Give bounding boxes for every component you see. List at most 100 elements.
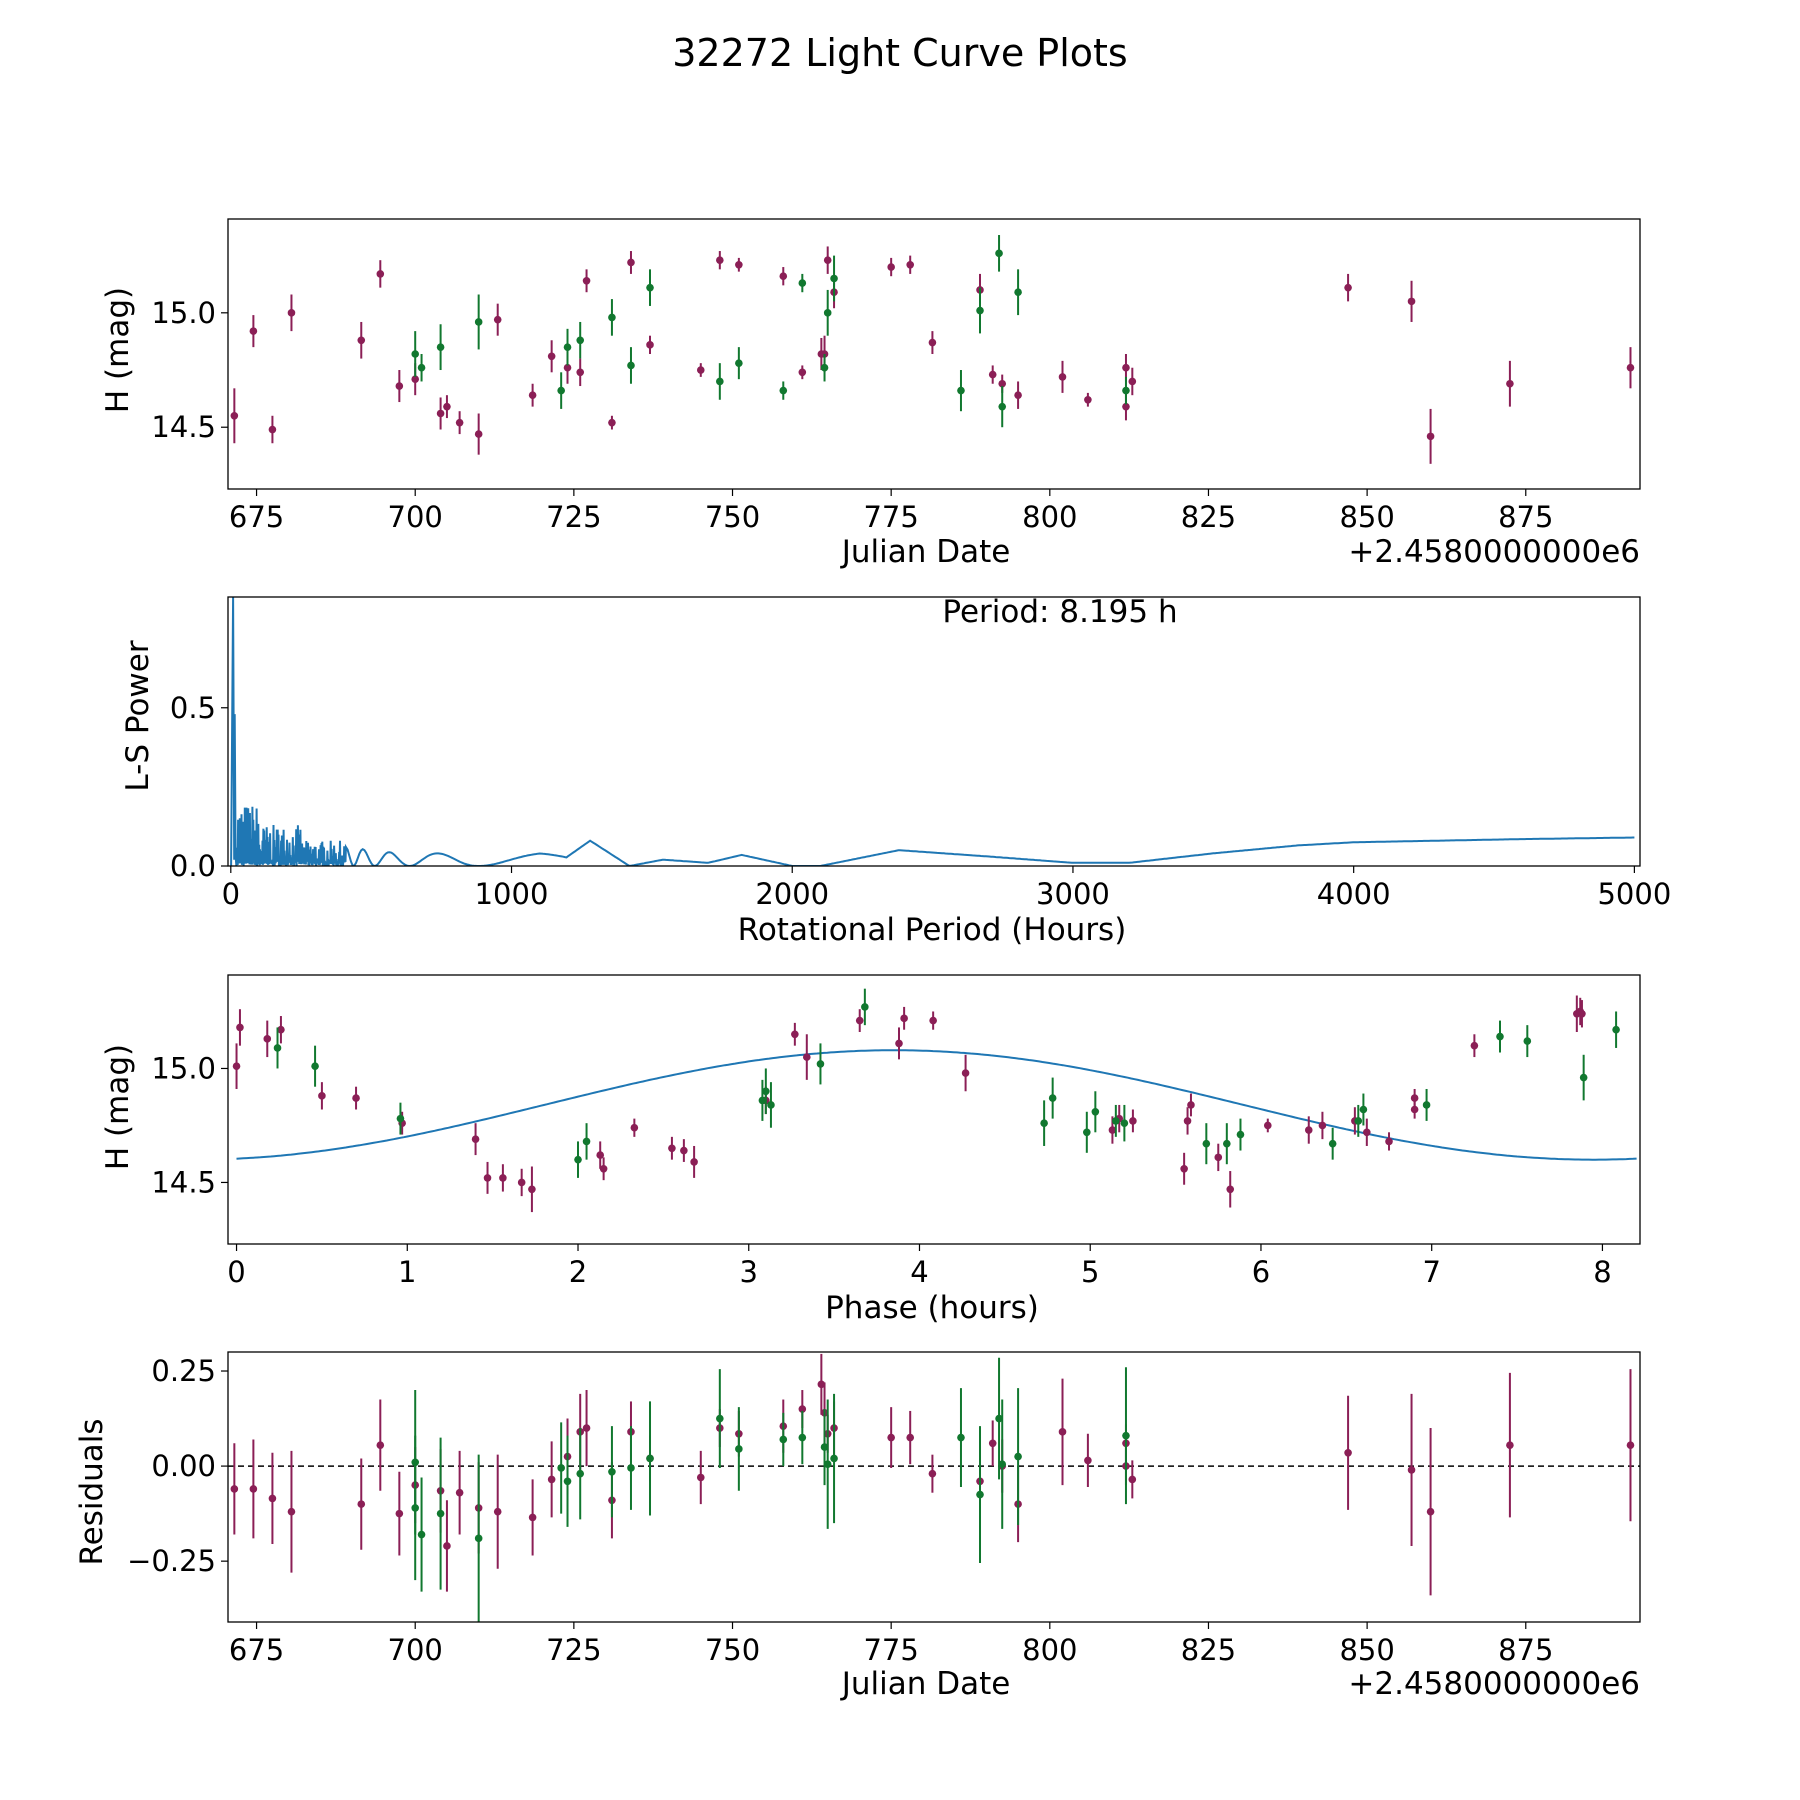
phased-points (232, 988, 1620, 1213)
phased-data-point (1048, 1094, 1057, 1102)
residuals-data-point (436, 1509, 445, 1518)
lightcurve-xtick-label: 725 (546, 500, 601, 534)
periodogram-xtick-label: 5000 (1597, 877, 1671, 911)
phased-xtick-label: 2 (569, 1255, 587, 1289)
phased-data-point (1091, 1107, 1100, 1116)
phased-data-point (803, 1053, 811, 1061)
lightcurve-data-point (411, 350, 420, 358)
phased-data-point (277, 1025, 285, 1034)
lightcurve-plot: 675 700 725 750 775 800 825 850 875 14.5 15.0 (151, 218, 1641, 534)
periodogram-ytick-label: 0.5 (170, 691, 216, 725)
lightcurve-data-point (1014, 288, 1022, 297)
lightcurve-data-point (779, 272, 788, 281)
residuals-data-point (1014, 1452, 1022, 1461)
lightcurve-data-point (798, 279, 807, 287)
phased-ytick-label: 14.5 (151, 1165, 216, 1199)
phased-data-point (1318, 1121, 1327, 1130)
lightcurve-data-point (528, 391, 537, 399)
lightcurve-data-point (957, 386, 965, 395)
lightcurve-data-point (735, 260, 743, 269)
phased-data-point (630, 1123, 639, 1132)
periodogram-xtick-label: 3000 (1036, 877, 1110, 911)
phased-data-point (1223, 1139, 1231, 1148)
phased-data-point (900, 1014, 908, 1023)
phased-data-point (1112, 1117, 1120, 1125)
phased-data-point (1578, 1009, 1586, 1018)
lightcurve-series-maroon (230, 246, 1635, 464)
phased-data-point (1304, 1126, 1313, 1134)
lightcurve-frame (227, 218, 1641, 490)
phased-data-point (1359, 1105, 1368, 1114)
lightcurve-xtick-label: 850 (1339, 500, 1394, 534)
lightcurve-data-point (268, 425, 277, 434)
phased-data-point (1385, 1137, 1393, 1146)
residuals-data-point (627, 1464, 635, 1472)
residuals-data-point (998, 1460, 1007, 1468)
lightcurve-data-point (823, 309, 832, 317)
lightcurve-data-point (474, 318, 483, 326)
phased-fit-curve (236, 1049, 1637, 1161)
figure-title: 32272 Light Curve Plots (672, 31, 1127, 75)
lightcurve-data-point (646, 341, 654, 349)
residuals-xtick-label: 825 (1181, 1633, 1236, 1667)
phased-data-point (1180, 1164, 1188, 1173)
phased-data-point (483, 1174, 492, 1182)
residuals-xtick-label: 850 (1339, 1633, 1394, 1667)
lightcurve-xtick-label: 700 (388, 500, 443, 534)
lightcurve-data-point (1426, 432, 1435, 441)
lightcurve-data-point (576, 368, 585, 377)
residuals-data-point (779, 1435, 788, 1444)
phased-data-point (263, 1035, 272, 1043)
lightcurve-xtick-label: 825 (1181, 500, 1236, 534)
residuals-data-point (528, 1513, 537, 1522)
lightcurve-data-point (887, 263, 895, 271)
residuals-data-point (957, 1433, 965, 1442)
residuals-data-point (376, 1441, 385, 1449)
phased-data-point (352, 1094, 360, 1102)
phased-ylabel: H (mag) (100, 1044, 136, 1170)
phased-xtick-label: 4 (910, 1255, 928, 1289)
phased-xtick-label: 0 (227, 1255, 245, 1289)
lightcurve-data-point (1058, 373, 1067, 381)
lightcurve-xtick-label: 775 (863, 500, 918, 534)
residuals-data-point (1344, 1448, 1352, 1457)
phased-data-point (1470, 1041, 1479, 1050)
lightcurve-data-point (249, 327, 258, 335)
residuals-data-point (576, 1469, 585, 1478)
residuals-data-point (1058, 1428, 1067, 1436)
phased-data-point (762, 1087, 770, 1096)
lightcurve-data-point (627, 361, 635, 370)
lightcurve-data-point (988, 370, 997, 379)
phased-data-point (528, 1185, 536, 1194)
residuals-data-point (547, 1475, 556, 1484)
residuals-data-point (887, 1433, 895, 1442)
residuals-data-point (823, 1460, 832, 1468)
residuals-data-point (696, 1473, 705, 1482)
residuals-offset-label: +2.4580000000e6 (1348, 1666, 1640, 1702)
residuals-xtick-label: 725 (546, 1633, 601, 1667)
lightcurve-series-green (411, 235, 1130, 428)
residuals-data-point (417, 1530, 426, 1539)
lightcurve-data-point (1128, 377, 1137, 386)
residuals-xlabel: Julian Date (840, 1666, 1011, 1702)
residuals-data-point (563, 1477, 572, 1486)
lightcurve-data-point (820, 363, 829, 372)
periodogram-panel: L-S Power Rotational Period (Hours) Peri… (120, 594, 1671, 948)
residuals-points (230, 1353, 1635, 1622)
residuals-data-point (988, 1439, 997, 1448)
residuals-data-point (1626, 1441, 1635, 1449)
phased-data-point (1523, 1037, 1532, 1045)
lightcurve-data-point (798, 368, 807, 377)
lightcurve-data-point (557, 386, 565, 395)
phased-data-point (690, 1158, 698, 1166)
phased-data-point (767, 1101, 775, 1109)
residuals-panel: Residuals Julian Date +2.4580000000e6 67… (74, 1351, 1641, 1702)
phased-data-point (1236, 1130, 1245, 1139)
phased-data-point (1226, 1185, 1235, 1194)
lightcurve-data-point (455, 418, 464, 427)
lightcurve-data-point (646, 283, 654, 292)
phased-data-point (1214, 1153, 1223, 1162)
phased-data-point (596, 1151, 605, 1159)
phased-xlabel: Phase (hours) (825, 1290, 1039, 1326)
